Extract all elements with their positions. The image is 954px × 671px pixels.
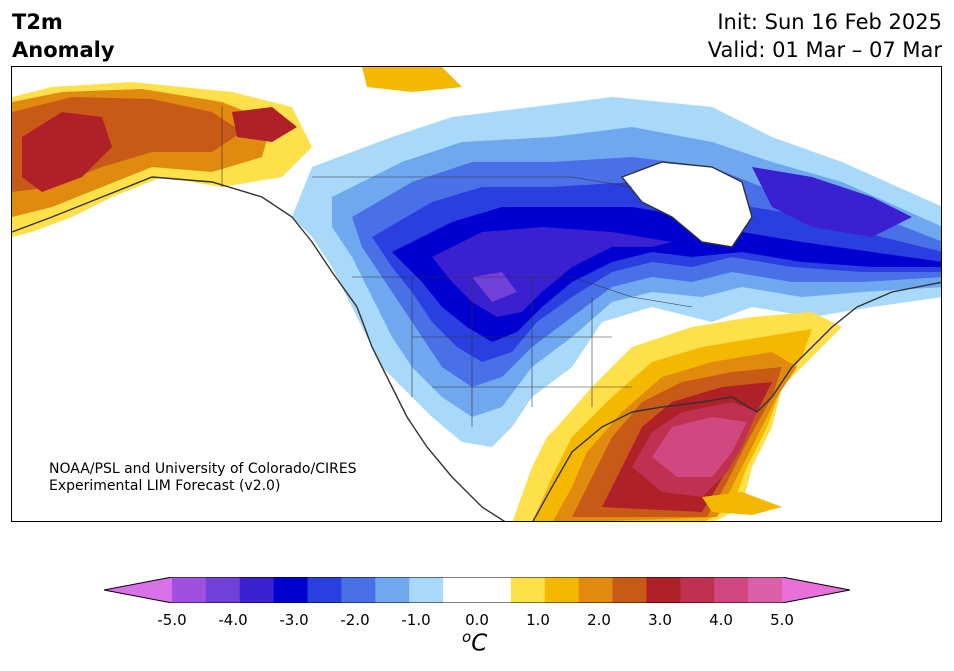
forecast-dates: Init: Sun 16 Feb 2025 Valid: 01 Mar – 07…: [708, 8, 942, 64]
valid-date: Valid: 01 Mar – 07 Mar: [707, 38, 942, 62]
colorbar-segment: [578, 577, 614, 603]
title-line-1: T2m: [12, 10, 63, 34]
colorbar-segment: [748, 577, 783, 603]
colorbar-tick-label: -5.0: [157, 611, 187, 629]
colorbar-segment: [205, 577, 241, 603]
colorbar-segment: [341, 577, 376, 603]
colorbar-tick-label: -4.0: [218, 611, 248, 629]
colorbar-segment: [273, 577, 309, 603]
credit-line-2: Experimental LIM Forecast (v2.0): [49, 478, 281, 494]
colorbar-segment: [307, 577, 342, 603]
colorbar-tick-label: 2.0: [587, 611, 611, 629]
colorbar: [104, 577, 850, 603]
colorbar-tick-label: 4.0: [709, 611, 733, 629]
hudson-bay: [622, 162, 752, 247]
credit-line-1: NOAA/PSL and University of Colorado/CIRE…: [49, 461, 357, 477]
anomaly-map-svg: [12, 67, 941, 521]
degree-superscript: o: [462, 628, 472, 646]
colorbar-under-triangle: [104, 577, 172, 603]
atlantic-ocean: [773, 308, 941, 521]
unit-letter: C: [471, 630, 488, 657]
colorbar-segment: [612, 577, 647, 603]
colorbar-segment: [510, 577, 546, 603]
political-borders: [221, 107, 693, 427]
anomaly-map: [11, 66, 942, 522]
coastlines: [12, 161, 941, 521]
colorbar-segment: [680, 577, 715, 603]
colorbar-tick-label: 0.0: [465, 611, 489, 629]
colorbar-segment: [375, 577, 410, 603]
colorbar-segment: [646, 577, 681, 603]
init-date: Init: Sun 16 Feb 2025: [717, 10, 942, 34]
colorbar-segment: [239, 577, 275, 603]
colorbar-tick-label: 5.0: [770, 611, 794, 629]
pacific-ocean: [12, 237, 451, 521]
colorbar-over-triangle: [782, 577, 850, 603]
credit-text: NOAA/PSL and University of Colorado/CIRE…: [49, 461, 357, 495]
colorbar-tick-label: 3.0: [648, 611, 672, 629]
colorbar-tick-label: -1.0: [401, 611, 431, 629]
colorbar-segment: [172, 577, 207, 603]
title-line-2: Anomaly: [12, 38, 115, 62]
colorbar-segment: [714, 577, 749, 603]
colorbar-tick-label: -2.0: [340, 611, 370, 629]
cuba: [702, 492, 782, 515]
colorbar-segment: [409, 577, 444, 603]
colorbar-tick-label: 1.0: [526, 611, 550, 629]
colorbar-unit-label: oC: [462, 628, 487, 657]
map-title: T2m Anomaly: [12, 8, 115, 64]
colorbar-segment: [477, 577, 512, 603]
colorbar-segment: [443, 577, 478, 603]
colorbar-segment: [544, 577, 580, 603]
colorbar-tick-label: -3.0: [279, 611, 309, 629]
